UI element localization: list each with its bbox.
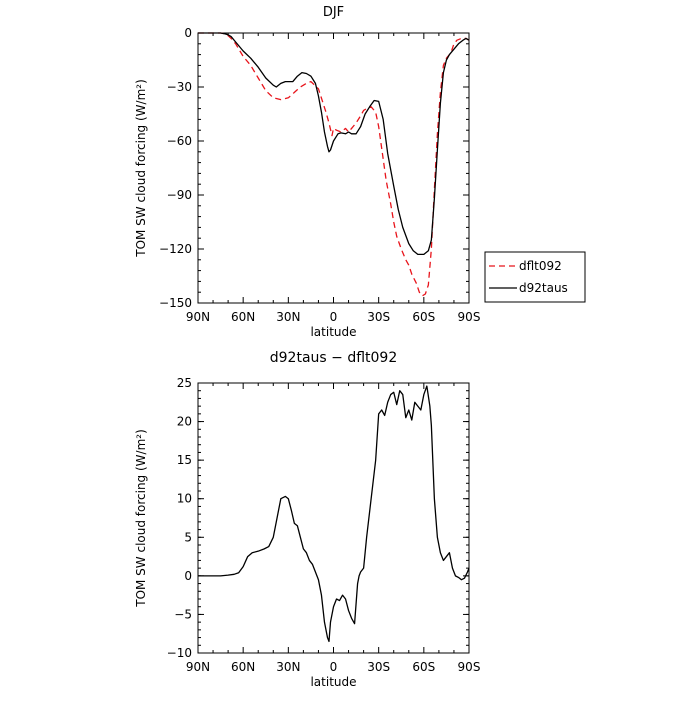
panel-difference: d92taus − dflt092 90N 60N 30N 0 30S 60S 90S lati… — [134, 350, 480, 689]
plot-frame — [197, 32, 470, 304]
x-tick-label: 30S — [367, 660, 390, 674]
series-line-d92taus — [198, 32, 470, 256]
x-tick-label: 60N — [231, 310, 255, 324]
plot-frame — [197, 382, 470, 654]
y-tick-label: 15 — [177, 453, 192, 467]
x-tick-label: 30S — [367, 310, 390, 324]
y-tick-label: 5 — [184, 530, 192, 544]
x-tick-label: 90N — [186, 310, 210, 324]
x-axis-label: latitude — [310, 325, 356, 339]
y-tick-label: 25 — [177, 376, 192, 390]
x-tick-label: 60S — [412, 310, 435, 324]
y-tick-label: −90 — [167, 188, 192, 202]
legend-box — [484, 251, 586, 303]
legend-label-dflt092: dflt092 — [519, 259, 562, 273]
y-tick-label: −10 — [167, 646, 192, 660]
y-tick-label: 20 — [177, 415, 192, 429]
legend-label-d92taus: d92taus — [519, 281, 568, 295]
chart-title: d92taus − dflt092 — [270, 350, 397, 366]
x-tick-label: 90S — [458, 310, 481, 324]
y-axis-label: TOM SW cloud forcing (W/m²) — [134, 429, 148, 608]
x-axis-label: latitude — [310, 675, 356, 689]
x-tick-label: 90N — [186, 660, 210, 674]
y-tick-label: 0 — [184, 569, 192, 583]
y-tick-label: −120 — [159, 242, 192, 256]
series-line-dflt092 — [198, 32, 470, 297]
legend: dflt092 d92taus — [484, 251, 586, 303]
chart-title: DJF — [323, 5, 344, 20]
x-tick-label: 60S — [412, 660, 435, 674]
x-tick-label: 0 — [330, 310, 338, 324]
x-tick-label: 60N — [231, 660, 255, 674]
x-tick-label: 0 — [330, 660, 338, 674]
y-tick-label: −5 — [174, 607, 192, 621]
series-line — [198, 385, 470, 643]
y-axis-label: TOM SW cloud forcing (W/m²) — [134, 79, 148, 258]
y-tick-label: 10 — [177, 492, 192, 506]
x-tick-label: 30N — [276, 310, 300, 324]
y-tick-label: −60 — [167, 134, 192, 148]
y-tick-label: −30 — [167, 80, 192, 94]
y-tick-label: 0 — [184, 26, 192, 40]
x-tick-label: 90S — [458, 660, 481, 674]
y-tick-label: −150 — [159, 296, 192, 310]
x-tick-label: 30N — [276, 660, 300, 674]
